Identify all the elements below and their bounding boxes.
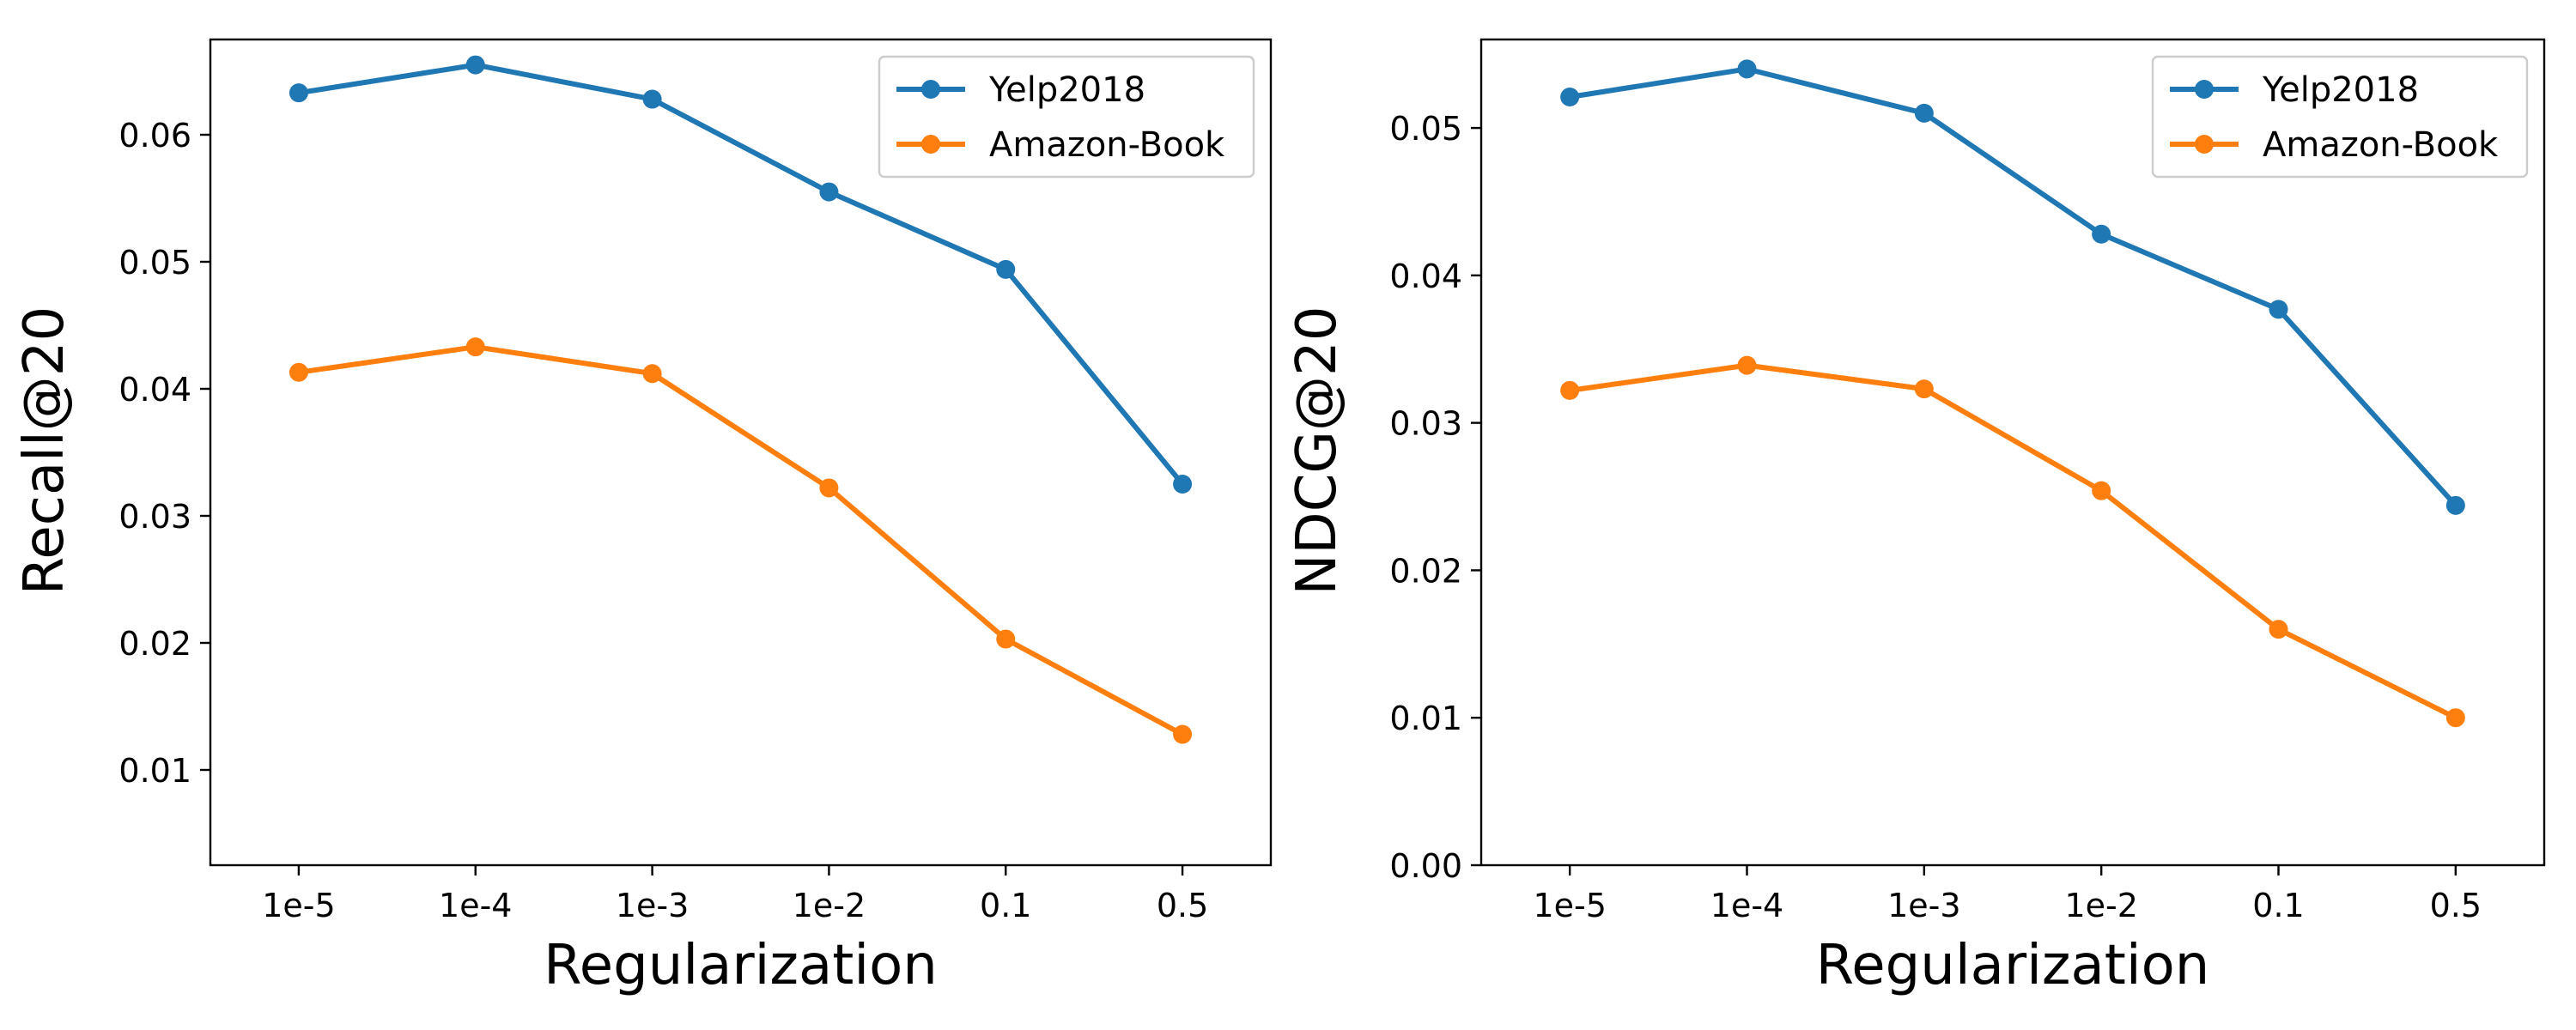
chart1-y-tick-label: 0.05 <box>118 244 191 282</box>
chart2-data-point-amazon-book <box>2445 708 2465 728</box>
chart1-data-point-yelp2018 <box>642 89 662 109</box>
chart1-y-tick-label: 0.01 <box>118 752 191 790</box>
chart2-data-point-amazon-book <box>2092 481 2111 500</box>
chart1-data-point-amazon-book <box>642 364 662 384</box>
chart1-legend <box>878 55 1255 179</box>
chart2-x-tick-label: 1e-3 <box>1887 887 1960 924</box>
chart2-legend-marker-amazon-book <box>2195 135 2214 154</box>
chart2-data-point-amazon-book <box>1737 355 1757 375</box>
chart2-y-tick-label: 0.03 <box>1389 405 1462 443</box>
chart2-axes-frame <box>1479 38 2546 867</box>
chart2-data-point-yelp2018 <box>2445 495 2465 515</box>
chart2-x-tick-label: 0.1 <box>2252 887 2304 924</box>
chart1-x-tick-label: 1e-2 <box>793 887 866 924</box>
chart1-data-point-yelp2018 <box>289 83 308 103</box>
chart2-data-point-amazon-book <box>1914 379 1934 399</box>
chart2-legend-marker-yelp2018 <box>2195 80 2214 99</box>
chart1-series-line-yelp2018 <box>295 62 1186 487</box>
chart1-y-axis-label: Recall@20 <box>13 306 76 595</box>
chart1-data-point-amazon-book <box>1173 724 1193 744</box>
chart2-series-line-yelp2018 <box>1567 66 2458 508</box>
chart2-y-tick-label: 0.01 <box>1389 700 1462 737</box>
chart1-legend-marker-yelp2018 <box>921 80 940 99</box>
chart2-legend <box>2151 55 2529 179</box>
chart1-x-tick-label: 1e-5 <box>262 887 335 924</box>
chart2-data-point-amazon-book <box>1560 380 1580 400</box>
chart2-x-tick-label: 0.5 <box>2430 887 2482 924</box>
chart2-data-point-amazon-book <box>2269 620 2288 639</box>
chart1-x-tick-label: 1e-4 <box>439 887 512 924</box>
chart2-data-point-yelp2018 <box>2269 300 2288 319</box>
chart2-series-line-amazon-book <box>1567 362 2458 721</box>
chart1-legend-marker-amazon-book <box>921 135 940 154</box>
chart2-y-axis-label: NDCG@20 <box>1285 306 1349 596</box>
chart2-x-axis-label: Regularization <box>1816 934 2210 997</box>
chart2-y-tick-label: 0.00 <box>1389 847 1462 885</box>
chart2-y-tick-label: 0.04 <box>1389 258 1462 295</box>
chart1-data-point-amazon-book <box>289 362 308 382</box>
chart1-y-tick-label: 0.06 <box>118 117 191 154</box>
chart1-data-point-yelp2018 <box>996 259 1016 279</box>
chart1-x-tick-label: 0.5 <box>1157 887 1208 924</box>
chart2-x-tick-label: 1e-5 <box>1533 887 1606 924</box>
chart2-y-tick-label: 0.02 <box>1389 552 1462 590</box>
chart1-legend-label-amazon-book: Amazon-Book <box>989 125 1225 165</box>
chart1-axes-frame <box>209 38 1273 867</box>
chart1-y-tick-label: 0.04 <box>118 371 191 409</box>
chart1-data-point-amazon-book <box>465 337 485 357</box>
chart1-data-point-amazon-book <box>819 478 839 498</box>
chart1-x-tick-label: 0.1 <box>980 887 1031 924</box>
chart1-data-point-yelp2018 <box>819 182 839 202</box>
chart2-legend-label-yelp2018: Yelp2018 <box>2262 70 2419 110</box>
chart2-legend-label-amazon-book: Amazon-Book <box>2263 125 2499 165</box>
chart2-data-point-yelp2018 <box>1737 59 1757 79</box>
chart1-x-axis-label: Regularization <box>544 934 938 997</box>
chart1-data-point-yelp2018 <box>465 55 485 75</box>
chart1-y-tick-label: 0.02 <box>118 625 191 663</box>
chart1-data-point-yelp2018 <box>1173 475 1193 494</box>
chart2-y-tick-label: 0.05 <box>1389 110 1462 148</box>
chart2-x-tick-label: 1e-2 <box>2064 887 2137 924</box>
chart1-legend-label-yelp2018: Yelp2018 <box>988 70 1145 110</box>
chart1-data-point-amazon-book <box>996 629 1016 649</box>
chart2-data-point-yelp2018 <box>1560 87 1580 106</box>
chart2-data-point-yelp2018 <box>2092 224 2111 244</box>
chart2-data-point-yelp2018 <box>1914 103 1934 123</box>
chart1-x-tick-label: 1e-3 <box>616 887 689 924</box>
chart1-y-tick-label: 0.03 <box>118 498 191 536</box>
chart1-series-line-amazon-book <box>295 344 1186 737</box>
chart2-x-tick-label: 1e-4 <box>1710 887 1783 924</box>
